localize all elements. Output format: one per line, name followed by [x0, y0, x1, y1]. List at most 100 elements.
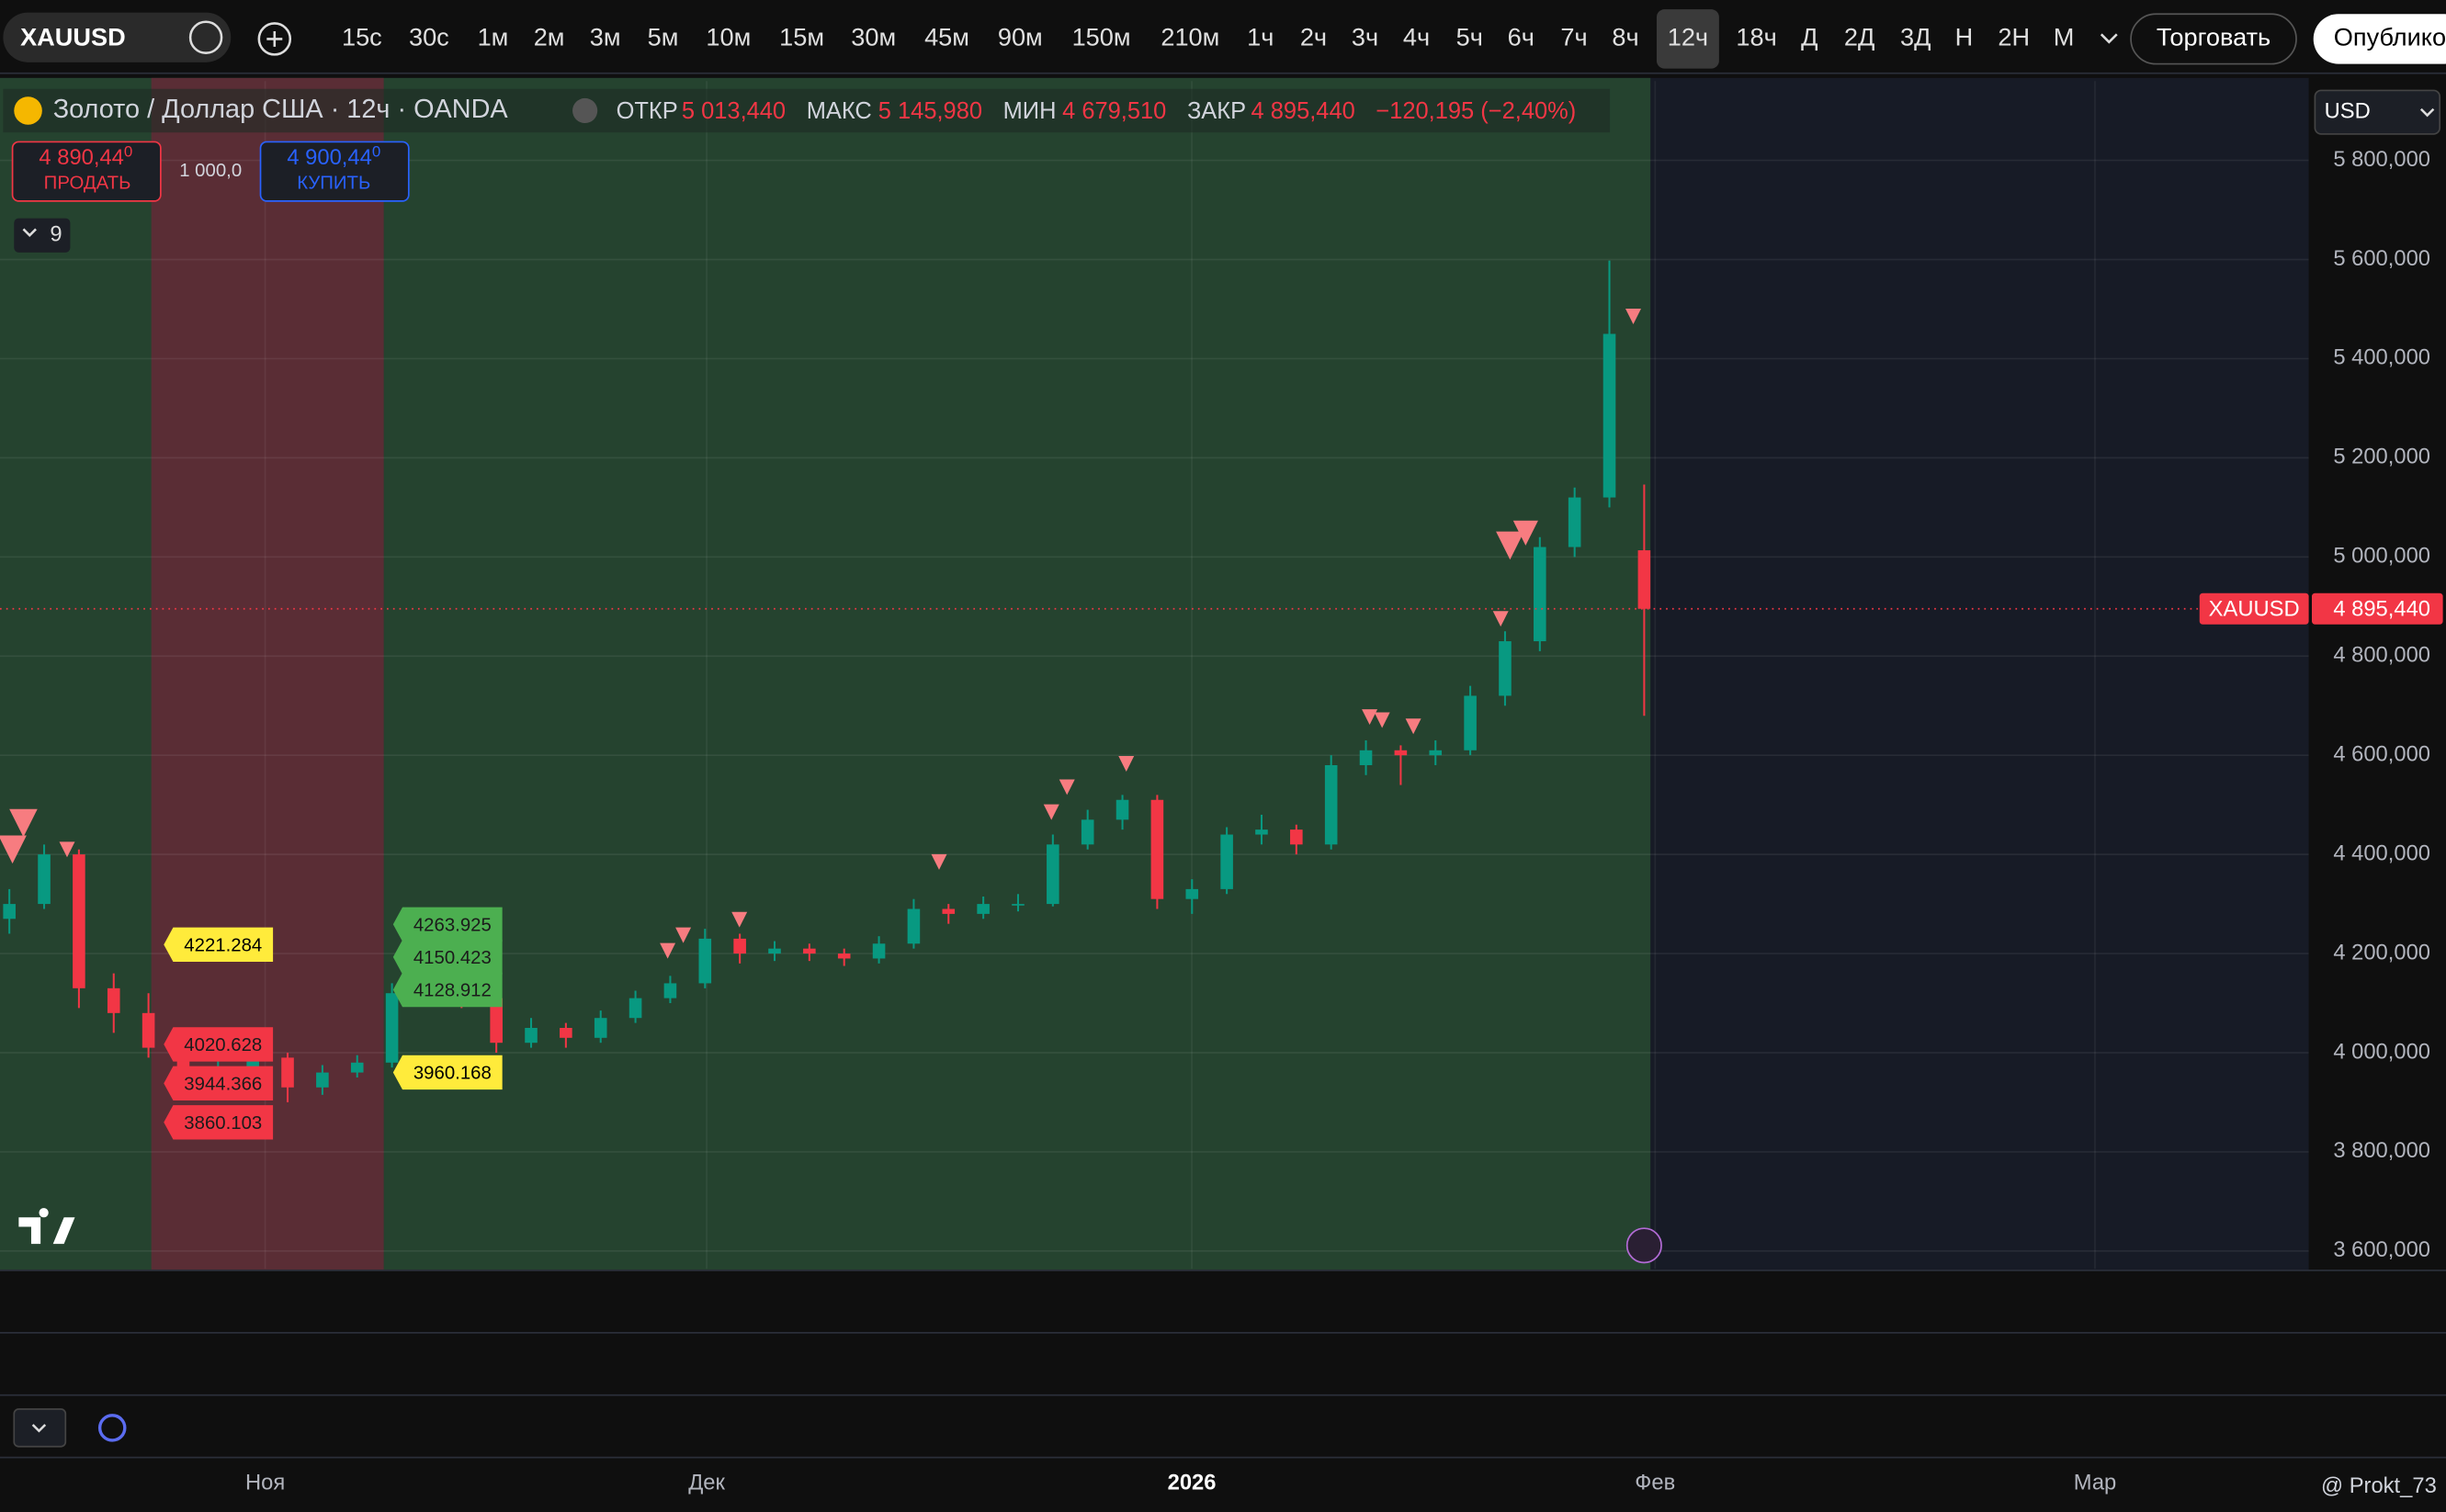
level-label: 4128.912 [413, 981, 492, 1001]
signal-marker [931, 853, 947, 870]
candle-body [1047, 844, 1059, 905]
interval[interactable]: 6ч [1508, 23, 1534, 51]
signal-marker [1059, 779, 1075, 795]
interval[interactable]: 1м [478, 23, 509, 51]
add-compare[interactable] [257, 22, 292, 56]
interval[interactable]: 210м [1161, 23, 1219, 51]
price-tag-symbol: XAUUSD [2209, 597, 2300, 622]
level-label-bg [392, 1055, 503, 1090]
level-label-bg [392, 972, 503, 1008]
interval[interactable]: 5м [648, 23, 679, 51]
level-label: 4221.284 [184, 935, 262, 955]
buy-label: КУПИТЬ [297, 174, 370, 194]
interval[interactable]: 1ч [1247, 23, 1274, 51]
signal-marker [731, 911, 748, 928]
x-tick-label: 2026 [1168, 1471, 1217, 1495]
symbol-box[interactable] [3, 12, 232, 62]
legend-toggle[interactable] [572, 97, 598, 124]
interval[interactable]: 3ч [1352, 23, 1378, 51]
signal-marker [1496, 531, 1524, 560]
publish-button[interactable] [2313, 14, 2446, 64]
interval[interactable]: 4ч [1403, 23, 1430, 51]
grid [0, 81, 2309, 1269]
interval[interactable]: Д [1801, 23, 1818, 51]
level-label-bg [164, 1066, 274, 1101]
candle-body [1464, 695, 1477, 750]
interval[interactable]: 5ч [1456, 23, 1483, 51]
y-tick-label: 5 400,000 [2333, 345, 2430, 370]
pane-toggle[interactable] [13, 1408, 67, 1448]
y-tick-label: 4 400,000 [2333, 841, 2430, 865]
interval[interactable]: 2м [534, 23, 565, 51]
candle-body [3, 904, 16, 920]
sell-button[interactable] [11, 141, 162, 202]
buy-price-sup: 0 [372, 143, 380, 161]
interval[interactable]: 12ч [1668, 23, 1708, 51]
candle-body [1255, 829, 1268, 835]
interval[interactable]: 90м [998, 23, 1043, 51]
level-label: 4263.925 [413, 915, 492, 935]
indicators-toggle[interactable] [14, 218, 71, 253]
buy-button[interactable] [259, 141, 410, 202]
interval[interactable]: 2Д [1844, 23, 1874, 51]
interval[interactable]: 3м [590, 23, 621, 51]
buy-price: 4 900,440 [287, 143, 380, 171]
currency-select[interactable] [2314, 89, 2441, 135]
symbol-icon[interactable] [188, 20, 223, 54]
signal-marker [675, 927, 692, 943]
signal-marker [1043, 804, 1059, 820]
interval[interactable]: 15м [779, 23, 824, 51]
legend-high-label: МАКС [807, 98, 872, 124]
sell-price-sup: 0 [124, 143, 132, 161]
interval[interactable]: 2ч [1300, 23, 1327, 51]
currency: USD [2325, 98, 2371, 123]
sync-icon[interactable] [97, 1414, 127, 1442]
candle-body [837, 953, 851, 959]
interval-more[interactable] [2100, 33, 2118, 44]
candle-body [107, 987, 120, 1013]
legend-low: 4 679,510 [1062, 98, 1166, 124]
y-tick-label: 4 200,000 [2333, 940, 2430, 965]
interval[interactable]: 30м [851, 23, 896, 51]
y-tick-label: 3 800,000 [2333, 1138, 2430, 1163]
candle-body [350, 1062, 364, 1073]
interval[interactable]: 2Н [1998, 23, 2030, 51]
interval[interactable]: 30с [409, 23, 449, 51]
interval[interactable]: 15с [342, 23, 382, 51]
candle-body [698, 938, 712, 984]
candle-body [1499, 641, 1512, 696]
candle-body [1324, 764, 1338, 845]
interval[interactable]: 45м [924, 23, 969, 51]
candle-body [1290, 829, 1303, 845]
interval[interactable]: 3Д [1900, 23, 1931, 51]
replay-icon[interactable] [1625, 1227, 1662, 1264]
candle-body [907, 908, 921, 944]
y-tick-label: 5 600,000 [2333, 246, 2430, 271]
candle-body [490, 998, 503, 1044]
signal-marker [1512, 520, 1538, 546]
candle-body [1602, 333, 1616, 498]
interval[interactable]: Н [1955, 23, 1974, 51]
interval[interactable]: 18ч [1736, 23, 1776, 51]
interval[interactable]: 8ч [1612, 23, 1638, 51]
legend-bg [3, 88, 1611, 133]
signal-marker [1374, 712, 1390, 728]
signal-marker [59, 841, 75, 858]
interval[interactable]: 10м [706, 23, 751, 51]
level-label-bg [164, 1105, 274, 1140]
chevron [2419, 107, 2435, 118]
level-label: 3960.168 [413, 1064, 492, 1084]
symbol-logo [14, 96, 42, 125]
interval[interactable]: 7ч [1560, 23, 1587, 51]
watermark: @ Prokt_73 [2321, 1473, 2437, 1498]
interval[interactable]: М [2054, 23, 2075, 51]
ui: 3 600,000 3 800,000 4 000,000 4 200,000 4 40… [0, 9, 2446, 1498]
candle-body [1185, 888, 1199, 899]
x-tick-label: Мар [2074, 1471, 2116, 1495]
candle-body [1220, 834, 1233, 889]
candle-body [977, 904, 990, 914]
legend-high: 5 145,980 [878, 98, 982, 124]
legend-open: 5 013,440 [682, 98, 786, 124]
interval[interactable]: 150м [1072, 23, 1131, 51]
trade-button[interactable] [2130, 13, 2297, 65]
